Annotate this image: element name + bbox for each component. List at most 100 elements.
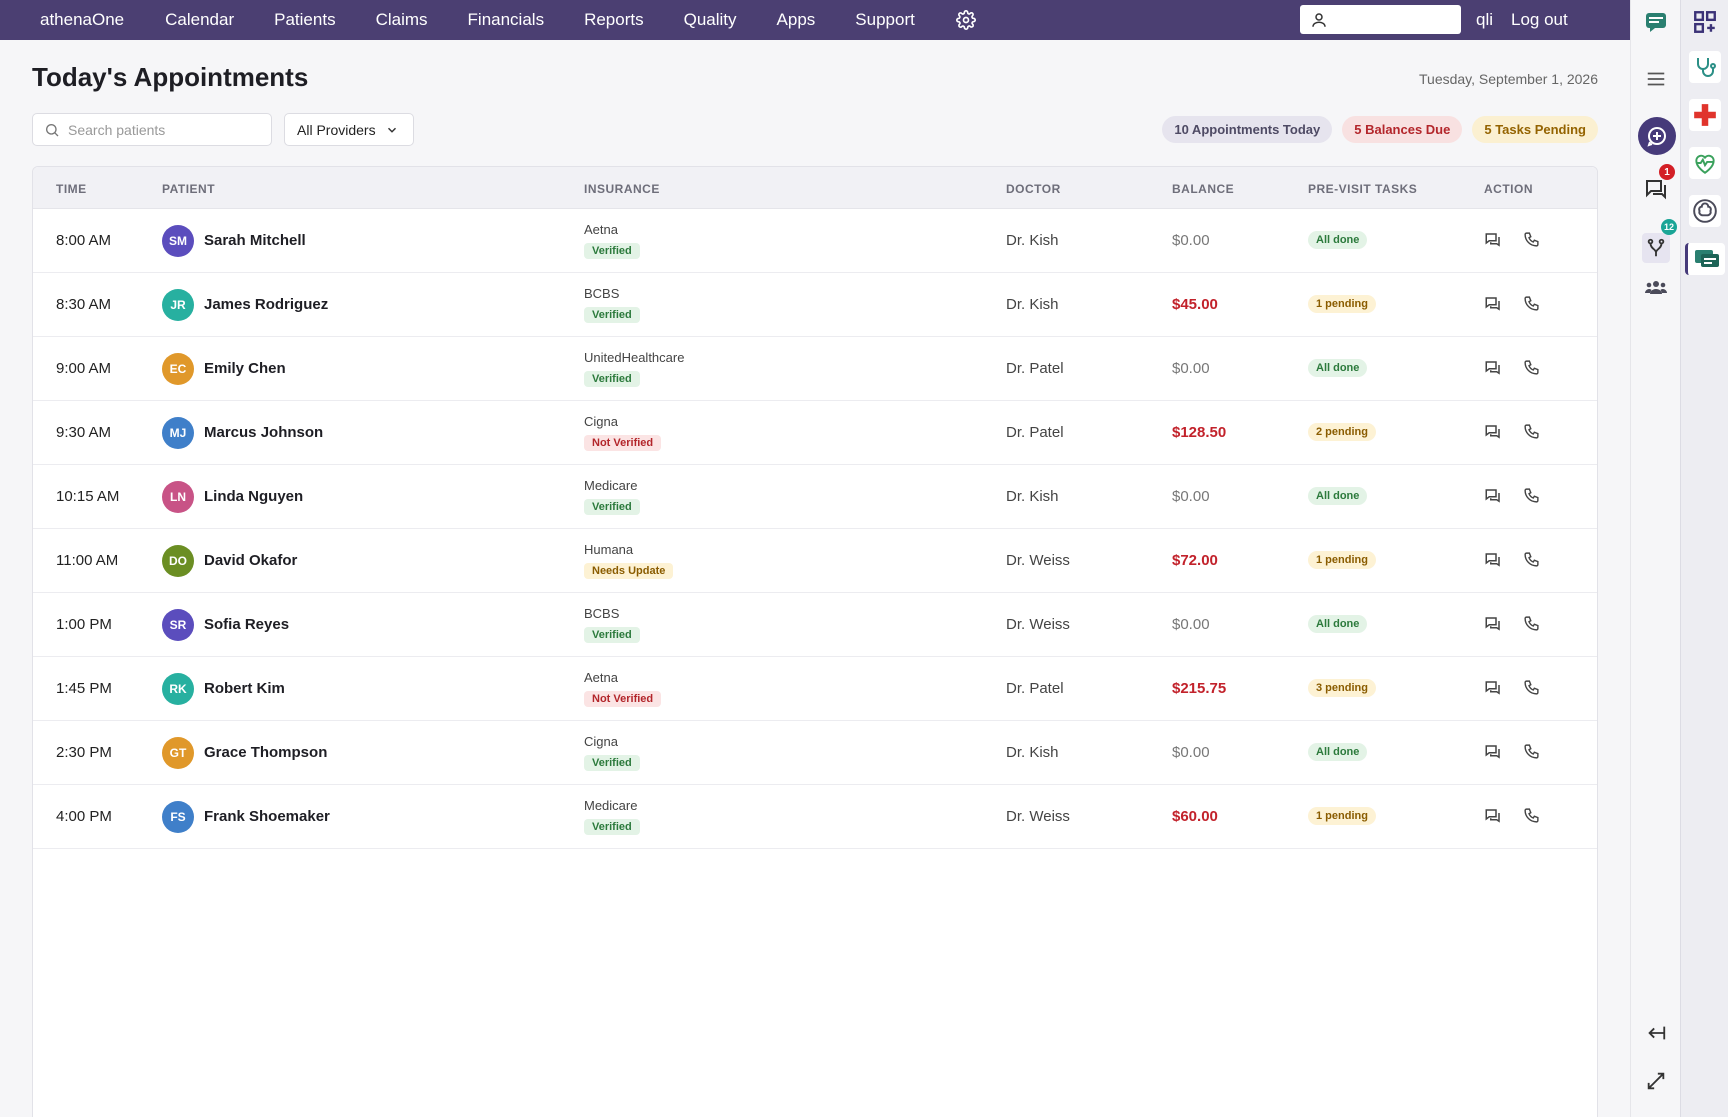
medical-cross-icon[interactable] [1689,99,1721,131]
nav-claims[interactable]: Claims [375,10,428,29]
avatar: RK [162,673,194,705]
patient-name[interactable]: James Rodriguez [204,296,329,313]
filter-row: All Providers 10 Appointments Today 5 Ba… [32,113,1598,146]
table-row[interactable]: 1:00 PM SR Sofia Reyes BCBS Verified Dr.… [33,593,1597,657]
avatar: EC [162,353,194,385]
phone-icon[interactable] [1523,743,1543,763]
table-row[interactable]: 8:00 AM SM Sarah Mitchell Aetna Verified… [33,209,1597,273]
patient-name[interactable]: Robert Kim [204,680,285,697]
table-row[interactable]: 2:30 PM GT Grace Thompson Cigna Verified… [33,721,1597,785]
patient-name[interactable]: Emily Chen [204,360,286,377]
patient-search-box[interactable] [32,113,272,146]
phone-icon[interactable] [1523,359,1543,379]
message-icon[interactable] [1484,743,1504,763]
table-row[interactable]: 9:30 AM MJ Marcus Johnson Cigna Not Veri… [33,401,1597,465]
phone-icon[interactable] [1523,295,1543,315]
phone-icon[interactable] [1523,615,1543,635]
nav-patients[interactable]: Patients [274,10,336,29]
nav-calendar[interactable]: Calendar [165,10,235,29]
header-patient[interactable]: PATIENT [162,182,216,196]
message-icon[interactable] [1484,679,1504,699]
patient-name[interactable]: Marcus Johnson [204,424,324,441]
apps-grid-icon[interactable] [1689,6,1721,38]
message-icon[interactable] [1484,423,1504,443]
doctor-name: Dr. Kish [1006,232,1059,249]
message-icon[interactable] [1484,231,1504,251]
message-icon[interactable] [1484,487,1504,507]
nav-apps[interactable]: Apps [776,10,816,29]
global-search-input[interactable] [1334,11,1454,28]
hamburger-menu-icon[interactable] [1644,67,1668,91]
brand-logo[interactable]: athenaOne [40,10,125,29]
add-comment-icon[interactable] [1638,117,1676,155]
settings-gear-icon[interactable] [955,9,977,31]
balance-amount: $0.00 [1172,488,1210,505]
appointment-time: 8:00 AM [56,232,112,249]
global-search-box[interactable] [1300,5,1461,34]
patient-name[interactable]: Frank Shoemaker [204,808,330,825]
header-tasks[interactable]: PRE-VISIT TASKS [1308,182,1418,196]
patient-name[interactable]: David Okafor [204,552,298,569]
phone-icon[interactable] [1523,231,1543,251]
table-row[interactable]: 1:45 PM RK Robert Kim Aetna Not Verified… [33,657,1597,721]
patient-name[interactable]: Sarah Mitchell [204,232,306,249]
doctor-name: Dr. Patel [1006,424,1064,441]
patient-name[interactable]: Sofia Reyes [204,616,290,633]
top-right-controls: qli Log out [1300,5,1568,34]
logout-link[interactable]: Log out [1511,9,1568,29]
chevron-down-icon [387,127,396,133]
header-doctor[interactable]: DOCTOR [1006,182,1061,196]
message-icon[interactable] [1484,807,1504,827]
appointments-count-badge: 10 Appointments Today [1162,116,1333,143]
balance-amount: $0.00 [1172,616,1210,633]
heart-monitor-icon[interactable] [1689,147,1721,179]
fork-icon[interactable] [1642,233,1670,263]
patient-name[interactable]: Linda Nguyen [204,488,304,505]
messages-icon[interactable] [1644,177,1668,201]
header-balance[interactable]: BALANCE [1172,182,1235,196]
avatar: JR [162,289,194,321]
phone-icon[interactable] [1523,423,1543,443]
top-nav-bar: athenaOne Calendar Patients Claims Finan… [0,0,1630,40]
fork-badge: 12 [1661,219,1677,235]
avatar: MJ [162,417,194,449]
patient-search-input[interactable] [68,121,258,138]
phone-icon[interactable] [1523,487,1543,507]
nav-quality[interactable]: Quality [683,10,737,29]
insurance-name: BCBS [584,606,620,621]
tasks-status-badge: 1 pending [1308,295,1376,313]
avatar: GT [162,737,194,769]
tasks-pending-badge: 5 Tasks Pending [1472,116,1598,143]
message-icon[interactable] [1484,359,1504,379]
insurance-status-badge: Verified [584,243,640,259]
collapse-left-icon[interactable] [1644,1021,1668,1045]
table-row[interactable]: 11:00 AM DO David Okafor Humana Needs Up… [33,529,1597,593]
username: qli [1476,9,1494,29]
nav-reports[interactable]: Reports [584,10,644,29]
expand-icon[interactable] [1644,1069,1668,1093]
patient-name[interactable]: Grace Thompson [204,744,328,761]
table-row[interactable]: 9:00 AM EC Emily Chen UnitedHealthcare V… [33,337,1597,401]
phone-icon[interactable] [1523,679,1543,699]
nav-financials[interactable]: Financials [467,10,545,29]
team-icon[interactable] [1644,275,1668,299]
table-row[interactable]: 10:15 AM LN Linda Nguyen Medicare Verifi… [33,465,1597,529]
table-row[interactable]: 8:30 AM JR James Rodriguez BCBS Verified… [33,273,1597,337]
header-time[interactable]: TIME [56,182,87,196]
brain-icon[interactable] [1689,195,1721,227]
phone-icon[interactable] [1523,551,1543,571]
phone-icon[interactable] [1523,807,1543,827]
doctor-name: Dr. Kish [1006,488,1059,505]
chat-app-icon[interactable] [1644,10,1668,34]
tasks-status-badge: 2 pending [1308,423,1376,441]
insurance-cell: Humana Needs Update [584,542,674,579]
message-icon[interactable] [1484,615,1504,635]
nav-support[interactable]: Support [855,10,915,29]
chat-bubbles-icon[interactable] [1685,243,1725,275]
table-row[interactable]: 4:00 PM FS Frank Shoemaker Medicare Veri… [33,785,1597,849]
header-insurance[interactable]: INSURANCE [584,182,660,196]
provider-dropdown[interactable]: All Providers [284,113,414,146]
stethoscope-icon[interactable] [1689,51,1721,83]
message-icon[interactable] [1484,295,1504,315]
message-icon[interactable] [1484,551,1504,571]
